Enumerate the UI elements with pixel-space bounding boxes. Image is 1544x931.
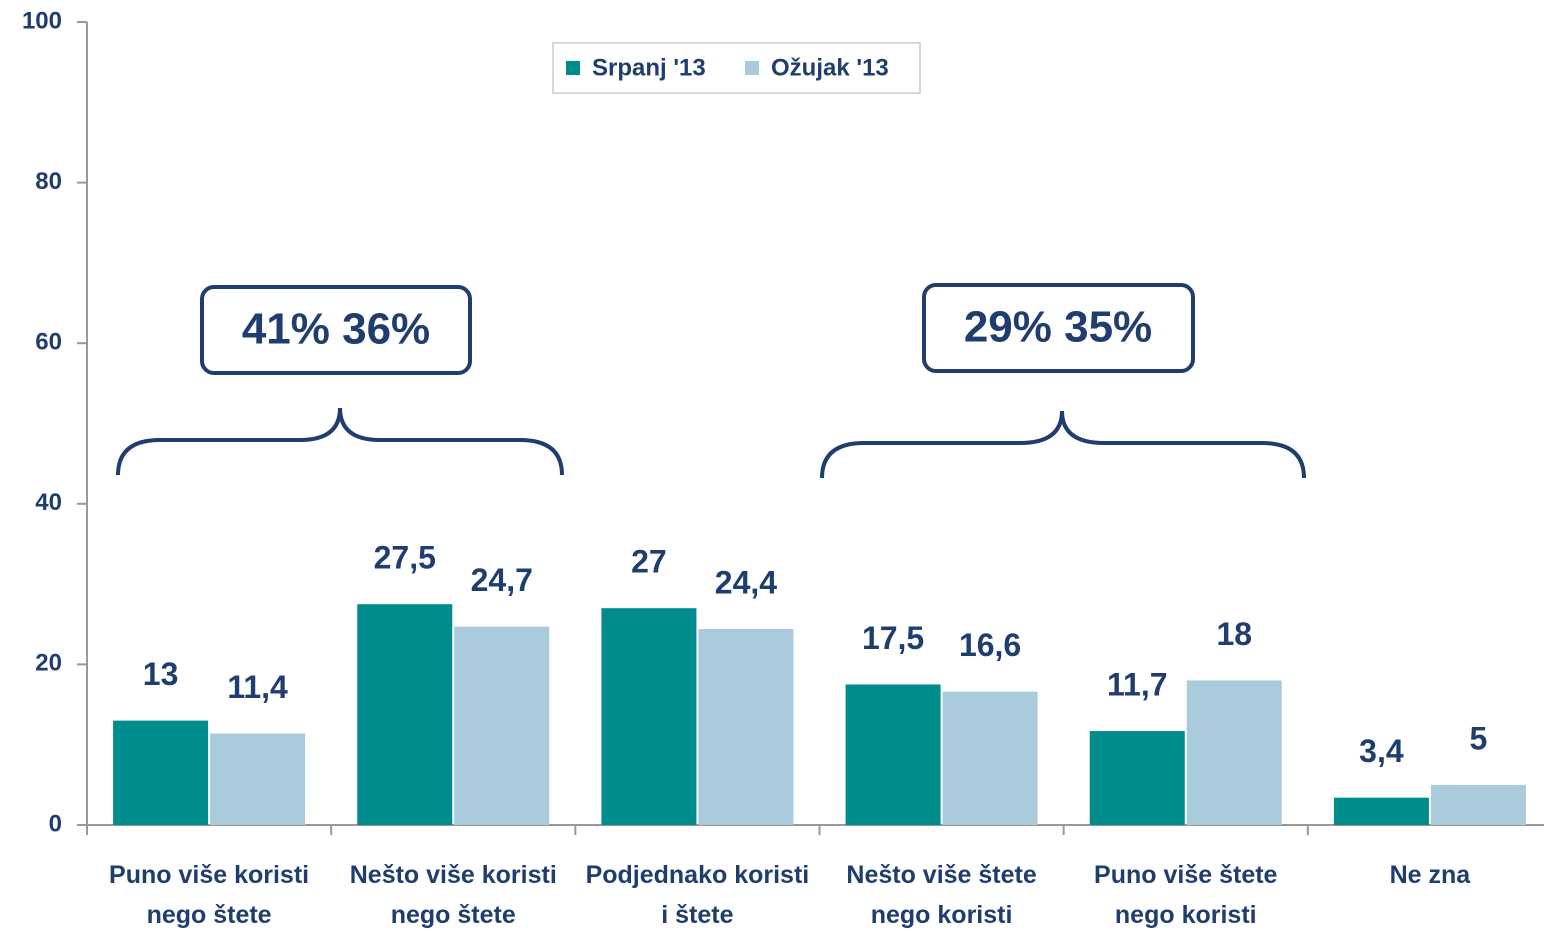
- brace: [820, 410, 1306, 479]
- y-tick-label: 80: [35, 168, 62, 195]
- bar: [210, 733, 306, 825]
- value-label: 24,4: [715, 565, 777, 601]
- y-tick-label: 100: [22, 7, 62, 34]
- x-tick-label: Ne zna: [1389, 861, 1471, 889]
- value-label: 18: [1216, 616, 1252, 652]
- bar: [1186, 680, 1282, 825]
- value-label: 17,5: [862, 620, 924, 656]
- value-label: 11,4: [227, 669, 288, 705]
- value-label: 5: [1470, 720, 1488, 756]
- y-tick-label: 0: [49, 810, 62, 837]
- bar: [942, 691, 1038, 825]
- value-label: 13: [143, 656, 179, 692]
- y-tick-label: 20: [35, 650, 62, 677]
- legend-label: Ožujak '13: [771, 54, 889, 81]
- x-tick-label: Nešto više štete nego koristi: [846, 861, 1037, 929]
- legend-swatch: [566, 61, 580, 75]
- x-tick-label: Puno više štete nego koristi: [1094, 861, 1278, 929]
- bar: [454, 626, 550, 825]
- bar: [113, 720, 209, 825]
- legend-label: Srpanj '13: [592, 54, 706, 81]
- value-label: 27: [631, 544, 667, 580]
- bar: [1089, 731, 1185, 825]
- x-tick-label: Podjednako koristi i štete: [585, 861, 810, 929]
- value-label: 27,5: [374, 540, 436, 576]
- value-label: 24,7: [471, 562, 533, 598]
- value-label: 3,4: [1359, 733, 1404, 769]
- annotation-box: [200, 285, 472, 375]
- bar: [601, 608, 697, 825]
- bar: [698, 629, 794, 825]
- bar: [357, 604, 453, 825]
- bar: [1333, 797, 1429, 825]
- x-tick-label: Puno više koristi nego štete: [109, 861, 310, 929]
- y-tick-label: 40: [35, 489, 62, 516]
- bar: [845, 684, 941, 825]
- x-tick-label: Nešto više koristi nego štete: [349, 861, 557, 929]
- annotation: 41% 36%: [242, 305, 430, 354]
- annotation: 29% 35%: [964, 303, 1152, 352]
- y-tick-label: 60: [35, 329, 62, 356]
- legend-box: [552, 42, 921, 94]
- brace: [116, 407, 564, 476]
- annotation-box: [922, 283, 1195, 373]
- value-label: 16,6: [959, 627, 1021, 663]
- value-label: 11,7: [1107, 667, 1168, 703]
- bar: [1430, 784, 1526, 825]
- legend-swatch: [745, 61, 759, 75]
